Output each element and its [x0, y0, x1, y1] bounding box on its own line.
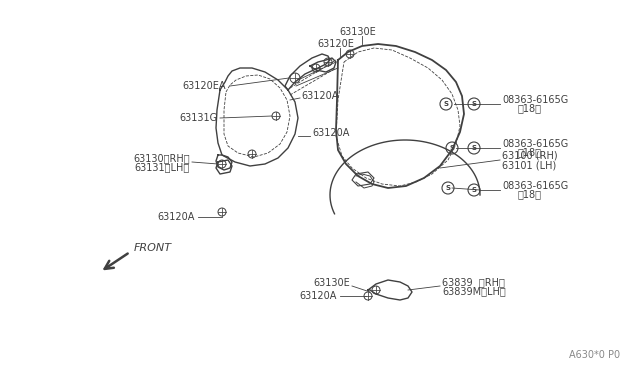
Text: S: S: [472, 145, 477, 151]
Text: 08363-6165G: 08363-6165G: [502, 95, 568, 105]
Text: 63120EA: 63120EA: [182, 81, 226, 91]
Text: 63130E: 63130E: [313, 278, 350, 288]
Text: 〔18〕: 〔18〕: [518, 103, 542, 113]
Text: 〔18〕: 〔18〕: [518, 147, 542, 157]
Text: 63120A: 63120A: [300, 291, 337, 301]
Text: 63101 (LH): 63101 (LH): [502, 160, 556, 170]
Text: 63120A: 63120A: [312, 128, 349, 138]
Text: FRONT: FRONT: [134, 243, 172, 253]
Text: 63131〈LH〉: 63131〈LH〉: [135, 162, 190, 172]
Text: S: S: [449, 145, 454, 151]
Text: 63131G: 63131G: [179, 113, 217, 123]
Text: S: S: [472, 187, 477, 193]
Text: 63120E: 63120E: [317, 39, 355, 49]
Text: 63130〈RH〉: 63130〈RH〉: [133, 153, 190, 163]
Text: 63839M〈LH〉: 63839M〈LH〉: [442, 286, 506, 296]
Text: 〔18〕: 〔18〕: [518, 189, 542, 199]
Text: 63130E: 63130E: [340, 27, 376, 37]
Text: 63120A: 63120A: [301, 91, 339, 101]
Text: 08363-6165G: 08363-6165G: [502, 181, 568, 191]
Text: A630*0 P0: A630*0 P0: [569, 350, 620, 360]
Text: S: S: [472, 101, 477, 107]
Text: S: S: [444, 101, 449, 107]
Text: 63120A: 63120A: [157, 212, 195, 222]
Text: 63839  〈RH〉: 63839 〈RH〉: [442, 277, 505, 287]
Text: S: S: [445, 185, 451, 191]
Text: 63100 (RH): 63100 (RH): [502, 151, 557, 161]
Text: 08363-6165G: 08363-6165G: [502, 139, 568, 149]
